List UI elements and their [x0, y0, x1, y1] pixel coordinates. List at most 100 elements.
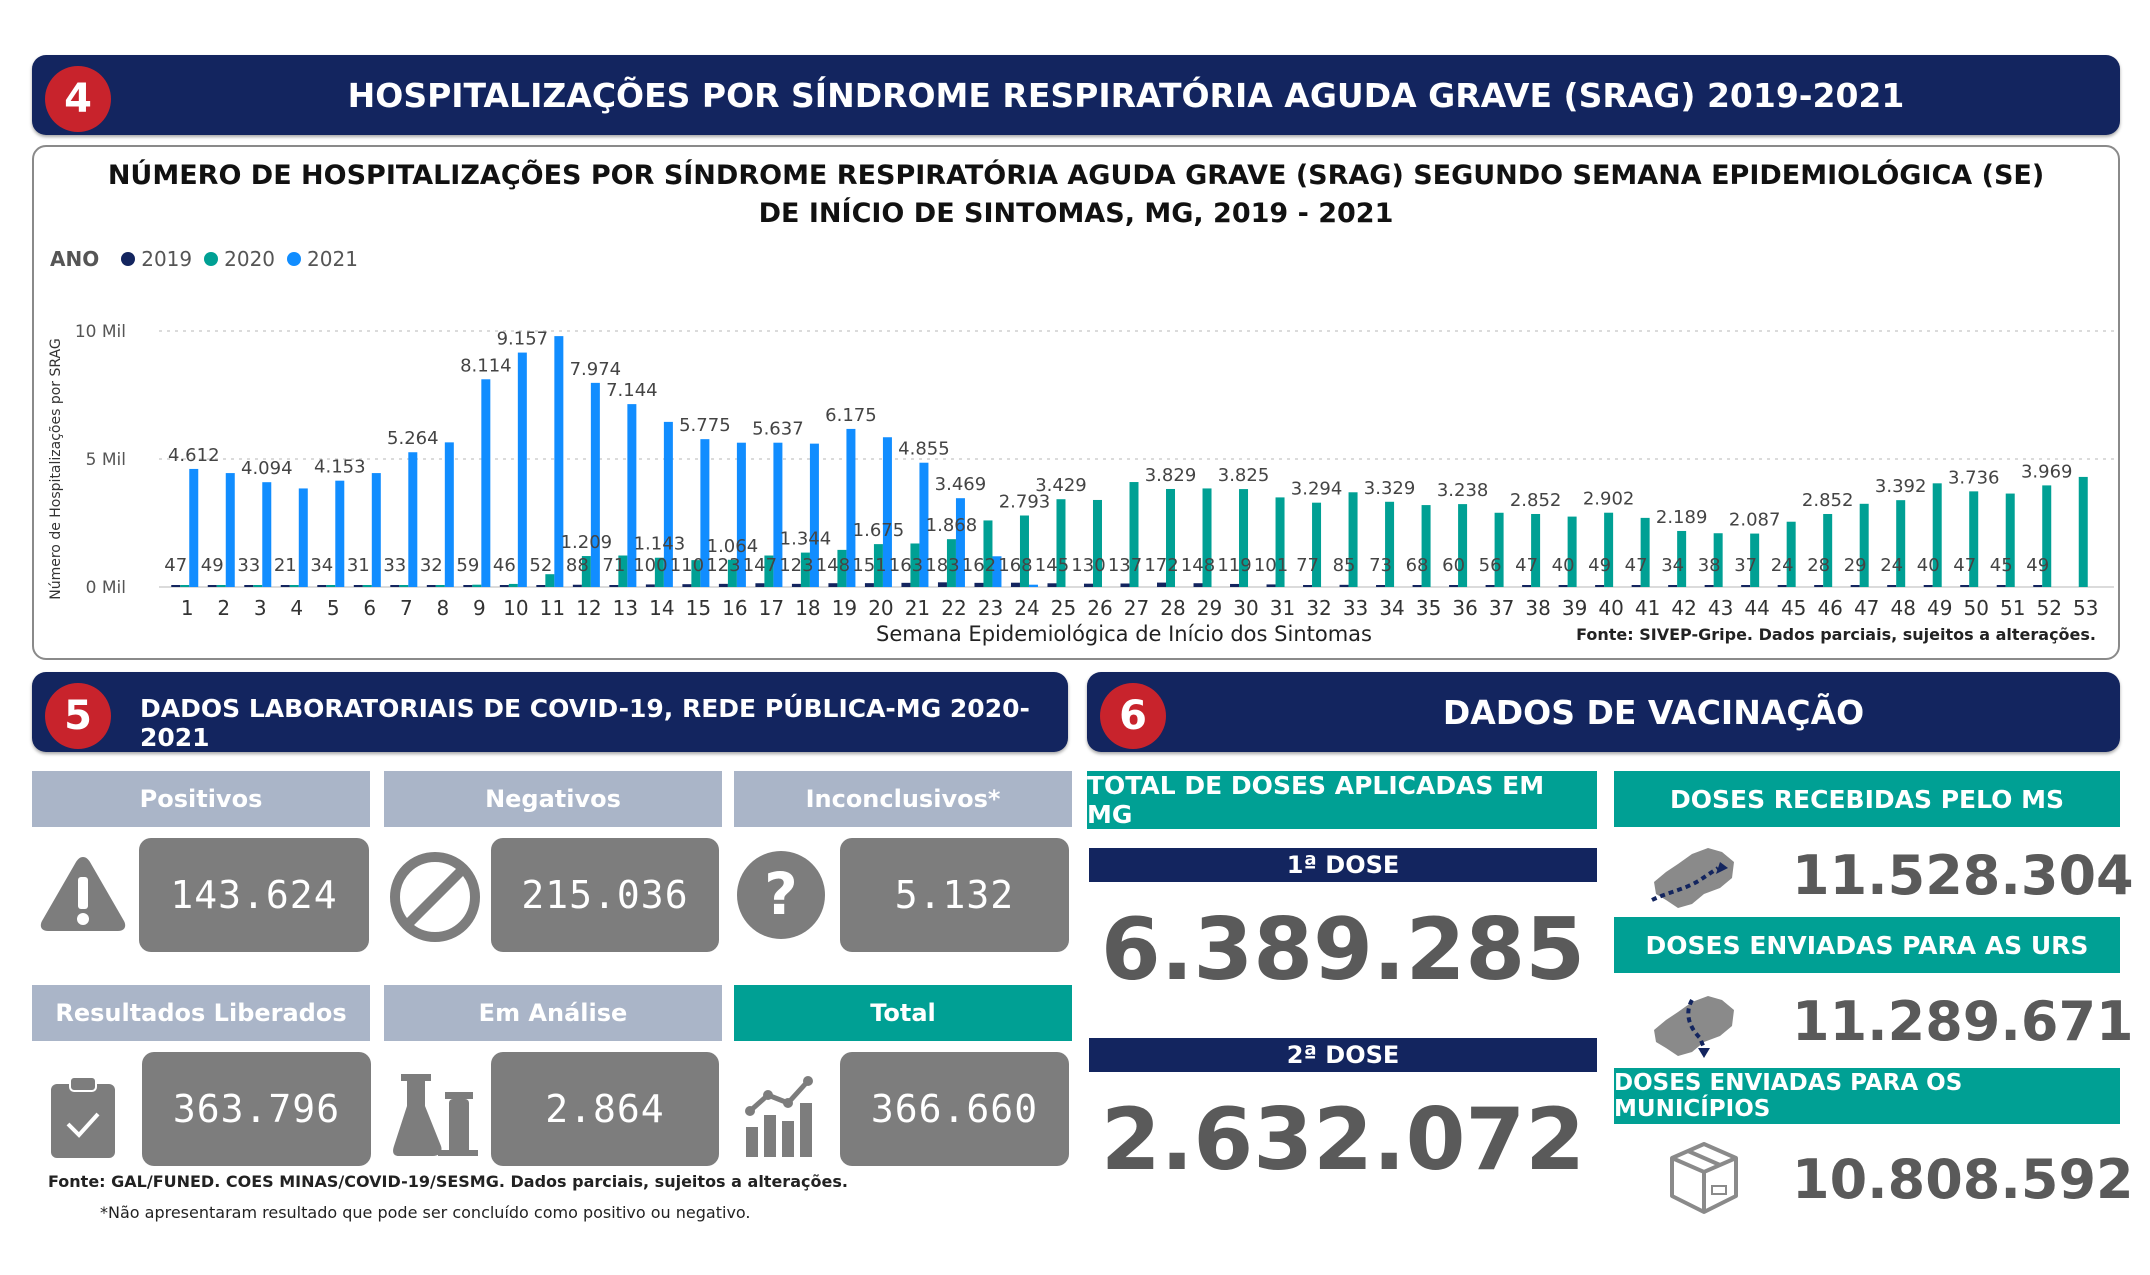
bar-2021-se3 [262, 482, 272, 587]
legend-entry-2020[interactable]: 2020 [224, 247, 276, 271]
bar-2020-se40 [1604, 512, 1614, 587]
x-tick-label: 49 [1927, 596, 1952, 620]
data-label-2019: 163 [889, 555, 923, 576]
bar-2019-se7 [390, 585, 400, 587]
x-tick-label: 2 [217, 596, 230, 620]
bar-2019-se23 [974, 582, 984, 587]
bar-2019-se1 [171, 585, 181, 587]
x-tick-label: 8 [436, 596, 449, 620]
data-label-2020: 3.969 [2021, 461, 2073, 482]
lab-source-note: Fonte: GAL/FUNED. COES MINAS/COVID-19/SE… [48, 1172, 848, 1191]
legend-swatch-2020 [204, 252, 219, 266]
bar-2019-se44 [1741, 585, 1751, 587]
data-label-2019: 49 [1588, 555, 1611, 576]
legend-entry-2021[interactable]: 2021 [307, 247, 358, 271]
section-4-banner: 4 HOSPITALIZAÇÕES POR SÍNDROME RESPIRATÓ… [32, 55, 2120, 135]
bar-2019-se41 [1631, 585, 1641, 587]
bar-2020-se13 [618, 555, 628, 587]
bar-2020-se7 [399, 585, 409, 587]
bar-2019-se30 [1230, 583, 1240, 587]
bar-2019-se8 [426, 585, 436, 587]
x-tick-label: 43 [1708, 596, 1733, 620]
data-label-2021: 7.974 [570, 359, 622, 380]
data-label-2019: 47 [1515, 555, 1538, 576]
bar-2021-se2 [225, 473, 235, 587]
data-label-2019: 60 [1442, 555, 1465, 576]
bar-2019-se16 [718, 583, 728, 587]
data-label-2021: 5.775 [679, 415, 731, 436]
data-label-2019: 34 [1661, 555, 1684, 576]
section-5-banner: 5 DADOS LABORATORIAIS DE COVID-19, REDE … [32, 672, 1068, 752]
sent-municipios-header: DOSES ENVIADAS PARA OS MUNICÍPIOS [1614, 1068, 2120, 1124]
data-label-2019: 59 [456, 555, 479, 576]
bar-2020-se50 [1969, 491, 1979, 587]
data-label-2020: 3.829 [1145, 465, 1197, 486]
data-label-2019: 183 [925, 555, 959, 576]
bar-2020-se34 [1385, 501, 1395, 587]
resultados-liberados-value: 363.796 [142, 1052, 371, 1166]
data-label-2020: 1.143 [634, 534, 686, 555]
data-label-2019: 110 [670, 555, 704, 576]
bar-2021-se6 [371, 473, 381, 587]
bar-2020-se38 [1531, 513, 1541, 587]
package-box-icon [1670, 1142, 1738, 1214]
negativos-header: Negativos [384, 771, 722, 827]
x-tick-label: 19 [832, 596, 857, 620]
x-tick-label: 46 [1817, 596, 1842, 620]
clipboard-check-icon [51, 1076, 115, 1158]
data-label-2021: 4.612 [168, 445, 220, 466]
x-tick-label: 16 [722, 596, 747, 620]
x-tick-label: 30 [1233, 596, 1258, 620]
legend-entry-2019[interactable]: 2019 [141, 247, 193, 271]
x-tick-label: 51 [2000, 596, 2025, 620]
data-label-2019: 34 [310, 555, 333, 576]
data-label-2019: 49 [2026, 555, 2049, 576]
bar-2020-se31 [1275, 497, 1285, 587]
bar-2019-se18 [791, 583, 801, 587]
chart-source-note: Fonte: SIVEP-Gripe. Dados parciais, suje… [1576, 625, 2096, 644]
section-6-banner: 6 DADOS DE VACINAÇÃO [1087, 672, 2120, 752]
x-tick-label: 33 [1343, 596, 1368, 620]
bar-2019-se43 [1704, 585, 1714, 587]
bar-2020-se11 [545, 574, 555, 587]
bar-2019-se4 [280, 585, 290, 587]
bar-2019-se28 [1157, 582, 1167, 587]
legend-swatch-2019 [121, 252, 136, 266]
x-tick-label: 18 [795, 596, 820, 620]
bar-2020-se36 [1458, 504, 1468, 587]
bar-2020-se47 [1859, 503, 1869, 587]
bar-2020-se43 [1713, 533, 1723, 587]
bar-2020-se21 [910, 543, 920, 587]
bar-2020-se12 [581, 556, 591, 587]
total-value: 366.660 [840, 1052, 1069, 1166]
x-tick-label: 40 [1598, 596, 1623, 620]
bar-2020-se9 [472, 584, 482, 587]
data-label-2019: 52 [529, 555, 552, 576]
prohibited-icon [390, 852, 480, 942]
question-icon: ? [737, 851, 825, 939]
data-label-2019: 24 [1771, 555, 1794, 576]
data-label-2020: 2.852 [1802, 490, 1854, 511]
bar-2020-se16 [727, 559, 737, 587]
x-tick-label: 21 [905, 596, 930, 620]
bar-2021-se19 [846, 428, 856, 587]
data-label-2019: 28 [1807, 555, 1830, 576]
bar-2020-se25 [1056, 499, 1066, 587]
positivos-header: Positivos [32, 771, 370, 827]
bar-2021-se12 [590, 382, 600, 587]
negativos-value: 215.036 [491, 838, 719, 952]
bar-2020-se37 [1494, 512, 1504, 587]
data-label-2019: 56 [1479, 555, 1502, 576]
bar-2020-se29 [1202, 488, 1212, 587]
x-axis-label: Semana Epidemiológica de Início dos Sint… [876, 622, 1372, 646]
bar-2021-se4 [298, 488, 308, 587]
data-label-2019: 145 [1035, 555, 1069, 576]
bar-2020-se39 [1567, 516, 1577, 587]
data-label-2019: 148 [816, 555, 850, 576]
bar-2021-se10 [517, 352, 527, 587]
bar-2020-se23 [983, 520, 993, 587]
chart-title: NÚMERO DE HOSPITALIZAÇÕES POR SÍNDROME R… [107, 160, 2045, 229]
bar-2020-se6 [362, 585, 372, 587]
chart-legend: ANO 2019 2020 2021 [50, 247, 358, 271]
data-label-2019: 49 [201, 555, 224, 576]
